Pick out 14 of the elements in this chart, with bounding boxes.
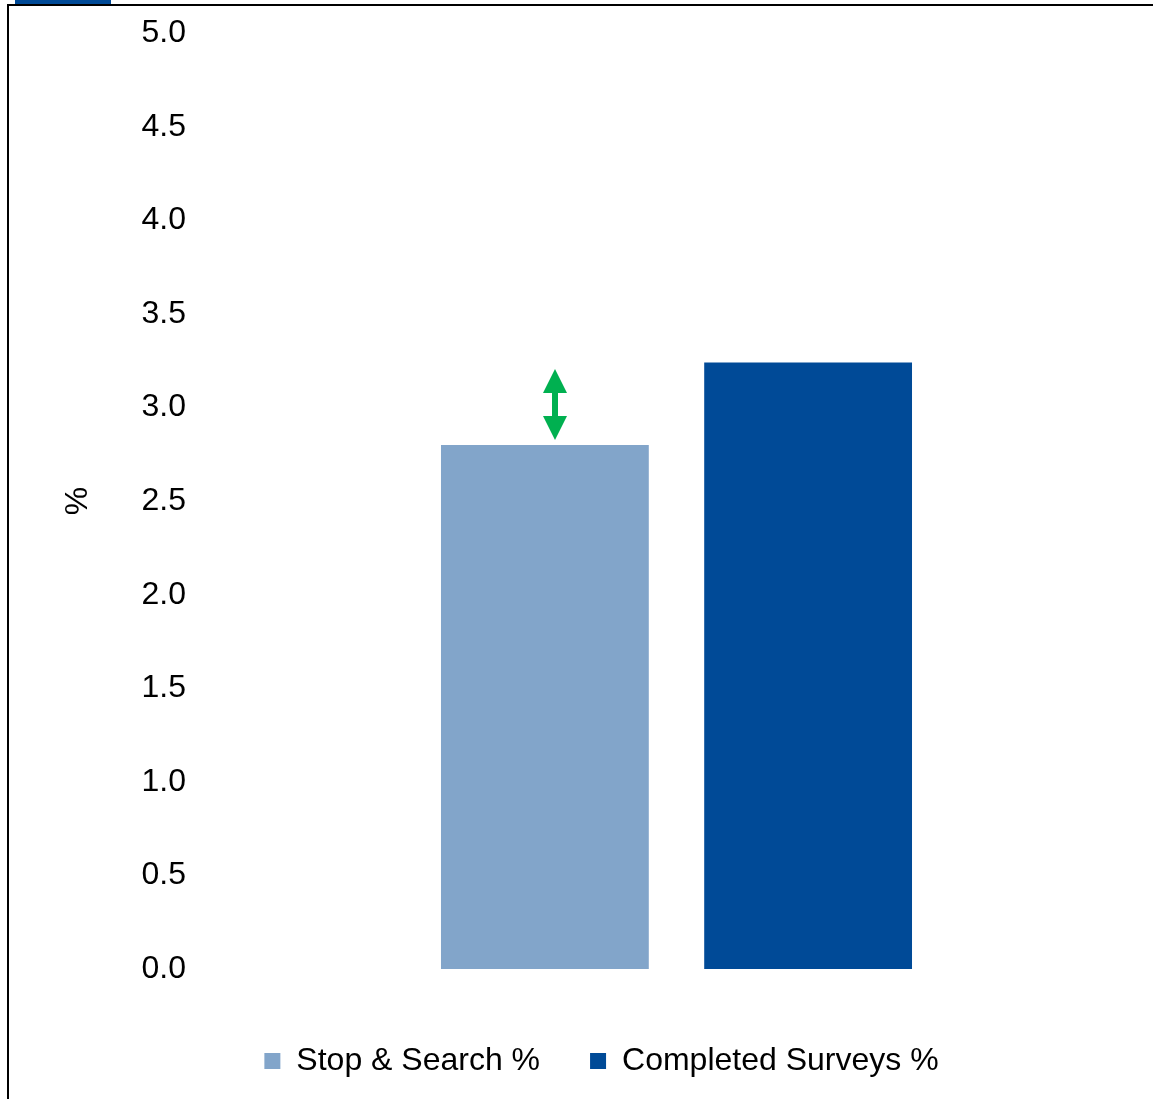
legend-label: Completed Surveys % bbox=[622, 1040, 939, 1077]
legend-label: Stop & Search % bbox=[296, 1040, 541, 1077]
y-tick-label: 1.0 bbox=[141, 761, 186, 798]
y-tick-label: 5.0 bbox=[141, 13, 186, 50]
y-tick-label: 0.5 bbox=[141, 855, 186, 892]
y-tick-label: 1.5 bbox=[141, 668, 186, 705]
y-axis-title: % bbox=[58, 486, 95, 516]
y-tick-label: 0.0 bbox=[141, 948, 186, 985]
y-tick-label: 4.5 bbox=[141, 106, 186, 143]
y-tick-label: 3.5 bbox=[141, 293, 186, 330]
y-tick-label: 2.5 bbox=[141, 480, 186, 517]
y-tick-label: 4.0 bbox=[141, 200, 186, 237]
y-tick-label: 3.0 bbox=[141, 387, 186, 424]
y-tick-label: 2.0 bbox=[141, 574, 186, 611]
